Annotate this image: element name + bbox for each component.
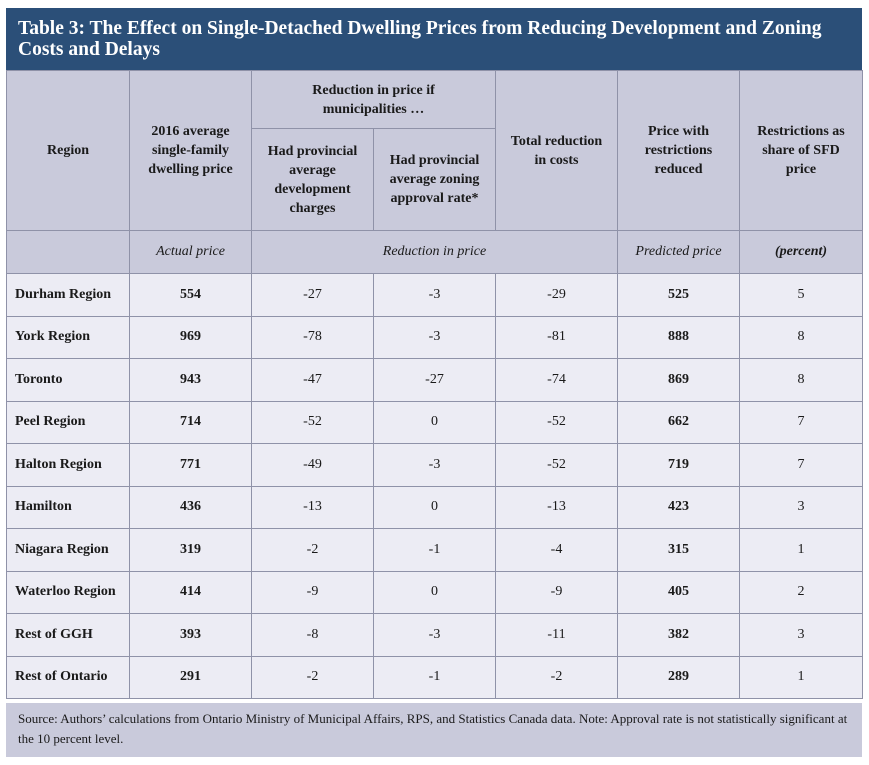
table-figure: Table 3: The Effect on Single-Detached D… — [6, 8, 863, 757]
predicted-price-cell: 525 — [617, 273, 740, 317]
header-total-reduction: Total reduction in costs — [495, 70, 618, 231]
actual-price-cell: 319 — [129, 528, 252, 572]
share-cell: 3 — [739, 613, 863, 657]
zoning-cell: 0 — [373, 400, 496, 444]
actual-price-cell: 943 — [129, 358, 252, 402]
dev-charges-cell: -2 — [251, 655, 374, 699]
header-share: Restrictions as share of SFD price — [739, 70, 863, 231]
dev-charges-cell: -27 — [251, 273, 374, 317]
predicted-price-cell: 289 — [617, 655, 740, 699]
table-row: Niagara Region 319 -2 -1 -4 315 1 — [6, 528, 863, 572]
predicted-price-cell: 888 — [617, 315, 740, 359]
actual-price-cell: 771 — [129, 443, 252, 487]
table-row: Durham Region 554 -27 -3 -29 525 5 — [6, 273, 863, 317]
actual-price-cell: 969 — [129, 315, 252, 359]
units-reduction: Reduction in price — [251, 230, 618, 274]
units-actual: Actual price — [129, 230, 252, 274]
total-reduction-cell: -29 — [495, 273, 618, 317]
dev-charges-cell: -78 — [251, 315, 374, 359]
predicted-price-cell: 423 — [617, 485, 740, 529]
share-cell: 2 — [739, 570, 863, 614]
header-dev-charges: Had provincial average development charg… — [251, 128, 374, 231]
actual-price-cell: 714 — [129, 400, 252, 444]
total-reduction-cell: -11 — [495, 613, 618, 657]
region-cell: Rest of GGH — [6, 613, 130, 657]
share-cell: 8 — [739, 358, 863, 402]
zoning-cell: -3 — [373, 443, 496, 487]
table-title: Table 3: The Effect on Single-Detached D… — [6, 8, 862, 70]
total-reduction-cell: -52 — [495, 400, 618, 444]
header-predicted-price: Price with restrictions reduced — [617, 70, 740, 231]
dev-charges-cell: -49 — [251, 443, 374, 487]
header-actual-price: 2016 average single-family dwelling pric… — [129, 70, 252, 231]
zoning-cell: 0 — [373, 485, 496, 529]
units-blank — [6, 230, 130, 274]
dev-charges-cell: -52 — [251, 400, 374, 444]
region-cell: Niagara Region — [6, 528, 130, 572]
table-row: Peel Region 714 -52 0 -52 662 7 — [6, 400, 863, 444]
total-reduction-cell: -13 — [495, 485, 618, 529]
region-cell: Durham Region — [6, 273, 130, 317]
total-reduction-cell: -9 — [495, 570, 618, 614]
share-cell: 5 — [739, 273, 863, 317]
header-reduction-group: Reduction in price if municipalities … — [251, 70, 496, 129]
share-cell: 7 — [739, 400, 863, 444]
predicted-price-cell: 405 — [617, 570, 740, 614]
actual-price-cell: 414 — [129, 570, 252, 614]
region-cell: Waterloo Region — [6, 570, 130, 614]
region-cell: Halton Region — [6, 443, 130, 487]
predicted-price-cell: 869 — [617, 358, 740, 402]
zoning-cell: 0 — [373, 570, 496, 614]
table-row: Halton Region 771 -49 -3 -52 719 7 — [6, 443, 863, 487]
region-cell: York Region — [6, 315, 130, 359]
share-cell: 8 — [739, 315, 863, 359]
zoning-cell: -1 — [373, 528, 496, 572]
dev-charges-cell: -13 — [251, 485, 374, 529]
units-share: (percent) — [739, 230, 863, 274]
share-cell: 3 — [739, 485, 863, 529]
zoning-cell: -3 — [373, 613, 496, 657]
predicted-price-cell: 382 — [617, 613, 740, 657]
dev-charges-cell: -2 — [251, 528, 374, 572]
zoning-cell: -3 — [373, 315, 496, 359]
share-cell: 1 — [739, 655, 863, 699]
data-table: Region 2016 average single-family dwelli… — [6, 70, 863, 699]
table-row: Hamilton 436 -13 0 -13 423 3 — [6, 485, 863, 529]
actual-price-cell: 436 — [129, 485, 252, 529]
units-predicted: Predicted price — [617, 230, 740, 274]
dev-charges-cell: -47 — [251, 358, 374, 402]
header-region: Region — [6, 70, 130, 231]
actual-price-cell: 554 — [129, 273, 252, 317]
total-reduction-cell: -52 — [495, 443, 618, 487]
region-cell: Rest of Ontario — [6, 655, 130, 699]
share-cell: 1 — [739, 528, 863, 572]
table-row: Waterloo Region 414 -9 0 -9 405 2 — [6, 570, 863, 614]
region-cell: Hamilton — [6, 485, 130, 529]
region-cell: Peel Region — [6, 400, 130, 444]
source-note: Source: Authors’ calculations from Ontar… — [6, 703, 862, 757]
table-row: Rest of GGH 393 -8 -3 -11 382 3 — [6, 613, 863, 657]
total-reduction-cell: -4 — [495, 528, 618, 572]
zoning-cell: -1 — [373, 655, 496, 699]
zoning-cell: -3 — [373, 273, 496, 317]
actual-price-cell: 291 — [129, 655, 252, 699]
predicted-price-cell: 719 — [617, 443, 740, 487]
table-row: Rest of Ontario 291 -2 -1 -2 289 1 — [6, 655, 863, 699]
total-reduction-cell: -74 — [495, 358, 618, 402]
total-reduction-cell: -81 — [495, 315, 618, 359]
share-cell: 7 — [739, 443, 863, 487]
predicted-price-cell: 315 — [617, 528, 740, 572]
dev-charges-cell: -9 — [251, 570, 374, 614]
zoning-cell: -27 — [373, 358, 496, 402]
region-cell: Toronto — [6, 358, 130, 402]
table-row: Toronto 943 -47 -27 -74 869 8 — [6, 358, 863, 402]
header-zoning: Had provincial average zoning approval r… — [373, 128, 496, 231]
predicted-price-cell: 662 — [617, 400, 740, 444]
table-row: York Region 969 -78 -3 -81 888 8 — [6, 315, 863, 359]
actual-price-cell: 393 — [129, 613, 252, 657]
dev-charges-cell: -8 — [251, 613, 374, 657]
total-reduction-cell: -2 — [495, 655, 618, 699]
